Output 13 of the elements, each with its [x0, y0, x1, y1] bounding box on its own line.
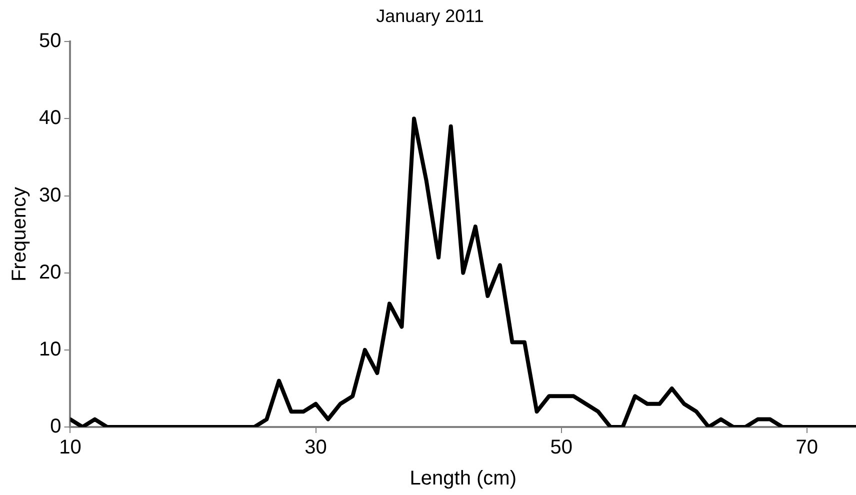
chart-title: January 2011 — [376, 6, 484, 26]
x-tick-label: 70 — [796, 436, 818, 459]
y-tick-label: 10 — [38, 338, 62, 360]
y-tick-label: 20 — [38, 261, 62, 284]
x-axis-title: Length (cm) — [410, 468, 516, 490]
y-tick-label: 40 — [38, 107, 62, 130]
x-tick-label: 50 — [550, 436, 572, 459]
x-tick-label: 10 — [59, 436, 82, 459]
x-tick-label: 30 — [304, 436, 327, 459]
y-tick-label: 50 — [38, 30, 62, 52]
y-tick-label: 30 — [38, 184, 62, 206]
y-axis-title: Frequency — [8, 187, 31, 282]
y-tick-label: 0 — [50, 416, 62, 438]
